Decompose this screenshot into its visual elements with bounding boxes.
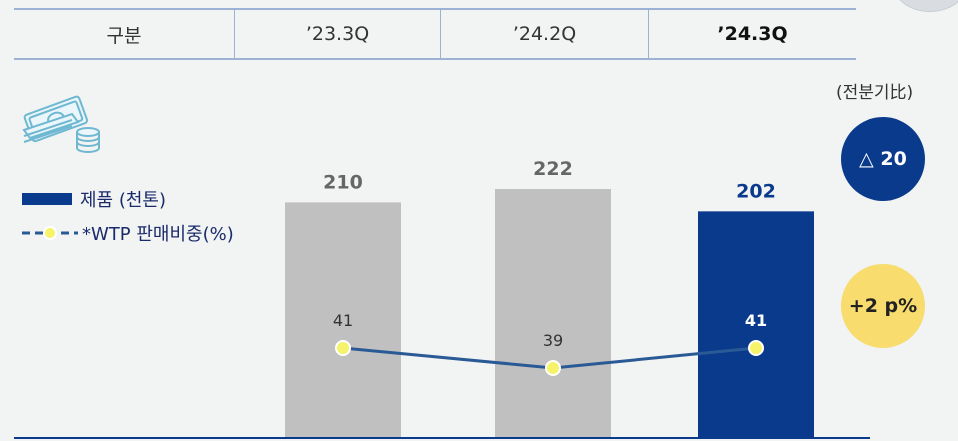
legend-line-label: *WTP 판매비중(%)	[82, 224, 234, 245]
volume-change-badge: △ 20	[841, 117, 925, 201]
bar-value-label: 202	[736, 180, 776, 202]
header-top-rule	[14, 8, 856, 10]
wtp-value-label: 39	[543, 331, 563, 350]
header-bottom-rule	[14, 58, 856, 60]
bar-value-label: 222	[533, 158, 573, 180]
wtp-point	[545, 360, 561, 376]
bar	[698, 211, 814, 437]
header-23-3q: ’23.3Q	[305, 23, 370, 45]
legend-bar-swatch	[22, 193, 72, 205]
legend-line: *WTP 판매비중(%)	[22, 220, 234, 246]
header-category: 구분	[106, 24, 142, 47]
bar-value-label: 210	[323, 171, 363, 193]
wtp-value-label: 41	[333, 311, 353, 330]
header-separator	[440, 10, 441, 58]
comparison-note: (전분기比)	[836, 83, 914, 103]
legend-bar: 제품 (천톤)	[22, 186, 166, 212]
bar	[285, 202, 401, 437]
bar	[495, 189, 611, 437]
wtp-point	[335, 340, 351, 356]
share-change-badge: +2 p%	[841, 264, 925, 348]
header-24-3q: ’24.3Q	[717, 23, 788, 45]
header-separator	[234, 10, 235, 58]
header-24-2q: ’24.2Q	[512, 23, 577, 45]
header-separator	[648, 10, 649, 58]
wtp-value-label: 41	[745, 311, 767, 330]
legend-line-swatch	[22, 226, 78, 240]
money-stack-icon	[22, 95, 100, 153]
wtp-point	[748, 340, 764, 356]
legend-bar-label: 제품 (천톤)	[80, 190, 167, 211]
